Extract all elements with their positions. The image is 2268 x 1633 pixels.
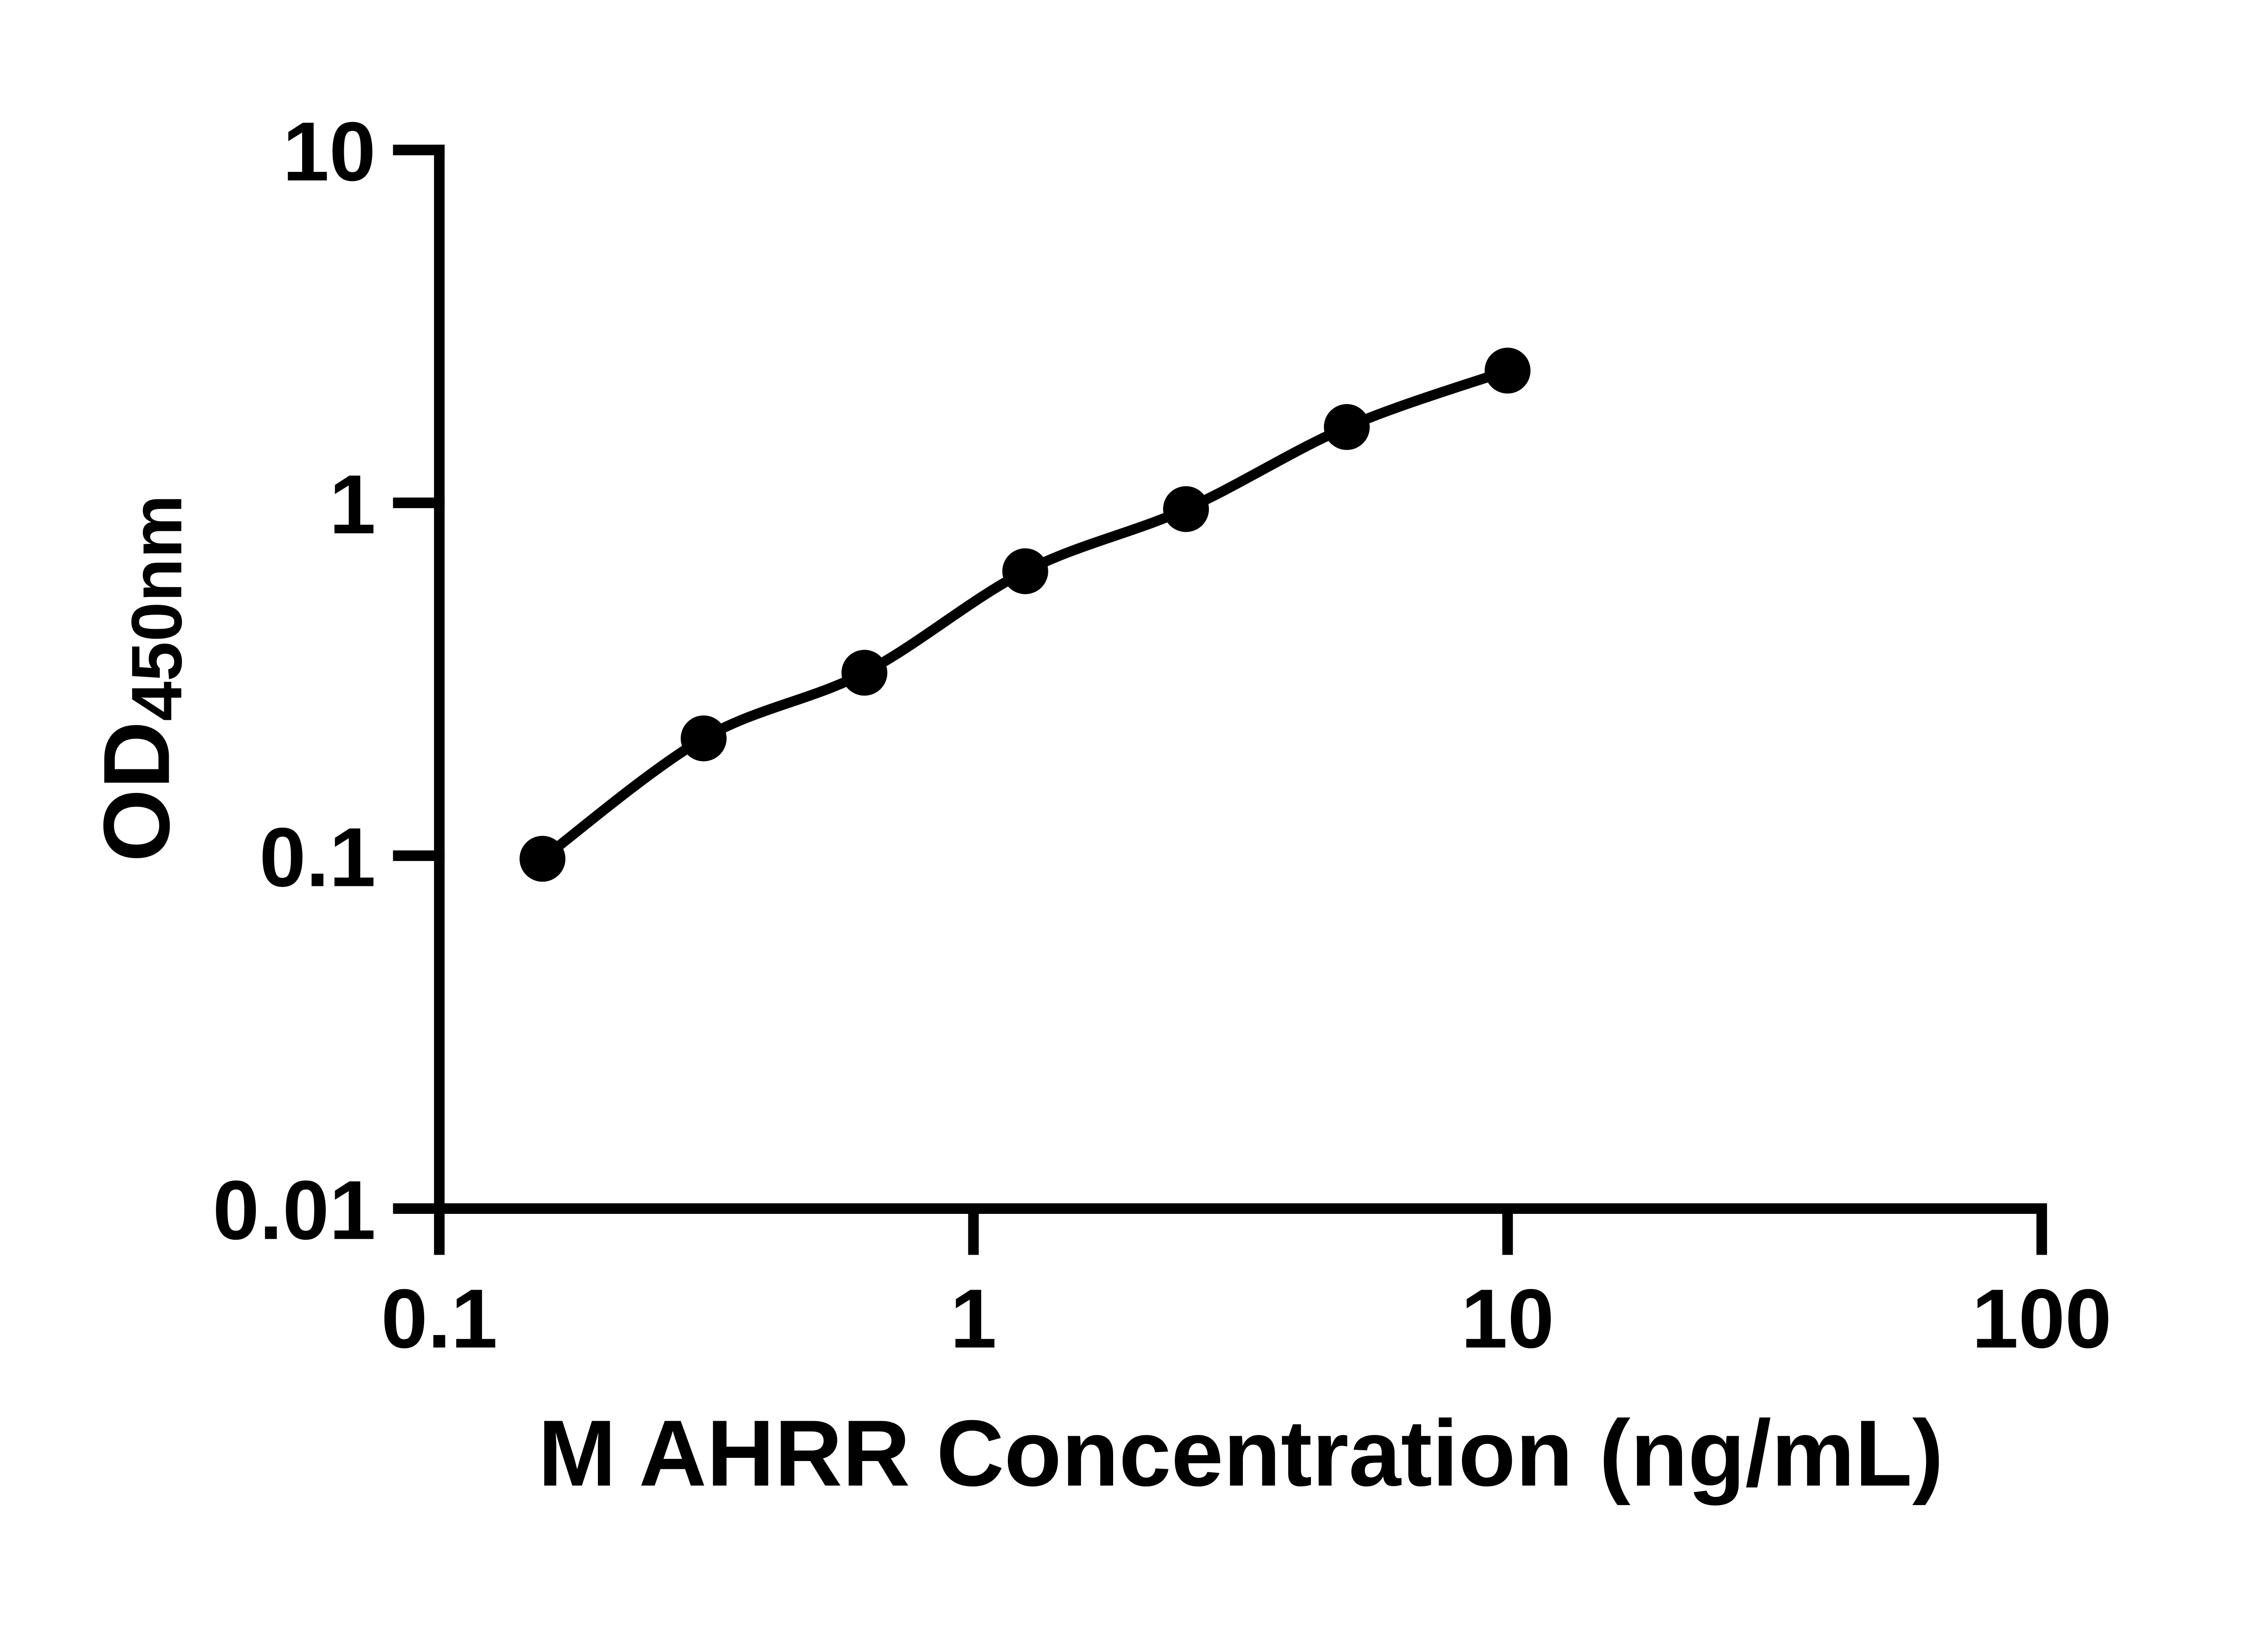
y-axis-title-subscript: 450nm bbox=[117, 495, 197, 721]
x-tick-label: 10 bbox=[1461, 1272, 1554, 1366]
y-tick-mark bbox=[393, 1203, 445, 1214]
data-point bbox=[680, 715, 727, 762]
y-tick-label: 0.01 bbox=[213, 1164, 376, 1257]
x-tick-label: 100 bbox=[1972, 1272, 2112, 1366]
data-point bbox=[519, 836, 566, 882]
y-tick-mark bbox=[393, 850, 445, 861]
y-tick-mark bbox=[393, 497, 445, 508]
y-tick-label: 10 bbox=[283, 105, 376, 199]
x-tick-label: 0.1 bbox=[381, 1272, 498, 1366]
figure: 0.01 0.1 1 10 0.1 1 10 100 M AHRR Concentration… bbox=[0, 0, 2268, 1588]
x-tick-label: 1 bbox=[950, 1272, 997, 1366]
x-tick-mark bbox=[1502, 1213, 1513, 1255]
y-axis-title-main: OD bbox=[84, 721, 189, 862]
y-axis-line bbox=[434, 144, 445, 1214]
data-series bbox=[519, 347, 1531, 882]
data-point bbox=[1163, 486, 1209, 532]
y-tick-mark bbox=[393, 144, 445, 156]
data-point bbox=[841, 650, 888, 696]
y-tick-label: 0.1 bbox=[259, 811, 376, 905]
x-axis-line bbox=[434, 1203, 2047, 1214]
y-axis-title: OD450nm bbox=[84, 495, 196, 862]
plot-background bbox=[0, 0, 2268, 1588]
x-tick-mark bbox=[434, 1213, 445, 1255]
data-point bbox=[1485, 347, 1531, 394]
y-tick-label: 1 bbox=[329, 458, 376, 552]
axes bbox=[434, 144, 2047, 1214]
x-tick-mark bbox=[968, 1213, 979, 1255]
x-tick-mark bbox=[2036, 1213, 2047, 1255]
x-axis-title: M AHRR Concentration (ng/mL) bbox=[538, 1401, 1944, 1506]
data-point bbox=[1324, 404, 1370, 450]
tick-marks bbox=[393, 144, 2047, 1255]
data-point bbox=[1002, 548, 1048, 594]
